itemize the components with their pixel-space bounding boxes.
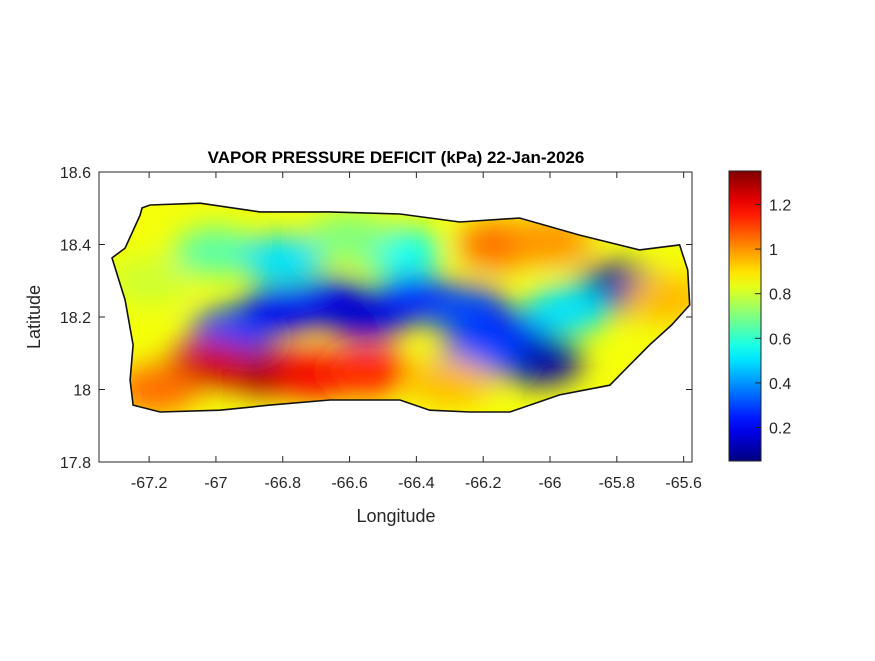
y-axis-label: Latitude — [24, 285, 44, 349]
x-tick-label: -66.4 — [398, 475, 435, 492]
x-tick-label: -66.8 — [265, 475, 302, 492]
field-sample — [307, 213, 392, 262]
field-sample — [240, 235, 325, 283]
x-tick-label: -67.2 — [131, 475, 168, 492]
colorbar — [728, 170, 762, 462]
colorbar-tick-label: 0.8 — [769, 287, 791, 304]
x-tick-label: -66.6 — [331, 475, 368, 492]
x-axis-ticks: -67.2 -67 -66.8 -66.6 -66.4 -66.2 -66 -65.8 -65.… — [131, 172, 702, 492]
x-axis-label: Longitude — [356, 506, 435, 526]
field-sample — [624, 274, 690, 323]
field-sample — [113, 365, 198, 412]
field-sample — [173, 227, 258, 276]
colorbar-tick-label: 0.2 — [769, 421, 791, 438]
field-sample — [112, 256, 192, 305]
x-tick-label: -66.2 — [465, 475, 502, 492]
field-sample — [407, 358, 492, 407]
y-tick-label: 18.4 — [60, 238, 91, 255]
colorbar-tick-label: 0.6 — [769, 331, 791, 348]
y-tick-label: 18.2 — [60, 310, 91, 327]
y-axis-ticks: 17.8 18 18.2 18.4 18.6 — [60, 165, 692, 472]
chart-title: VAPOR PRESSURE DEFICIT (kPa) 22-Jan-2026 — [208, 148, 585, 167]
colorbar-ticks: 0.2 0.4 0.6 0.8 1 1.2 — [755, 197, 791, 438]
y-tick-label: 18 — [73, 383, 91, 400]
colorbar-tick-label: 1 — [769, 242, 778, 259]
x-tick-label: -67 — [204, 475, 227, 492]
y-tick-label: 17.8 — [60, 455, 91, 472]
island-outline — [111, 202, 691, 413]
x-tick-label: -65.6 — [665, 475, 702, 492]
y-tick-label: 18.6 — [60, 165, 91, 182]
x-tick-label: -65.8 — [599, 475, 636, 492]
colorbar-tick-label: 0.4 — [769, 376, 791, 393]
colorbar-tick-label: 1.2 — [769, 197, 791, 214]
field-sample — [524, 285, 609, 334]
x-tick-label: -66 — [538, 475, 561, 492]
field-sample — [324, 347, 409, 396]
